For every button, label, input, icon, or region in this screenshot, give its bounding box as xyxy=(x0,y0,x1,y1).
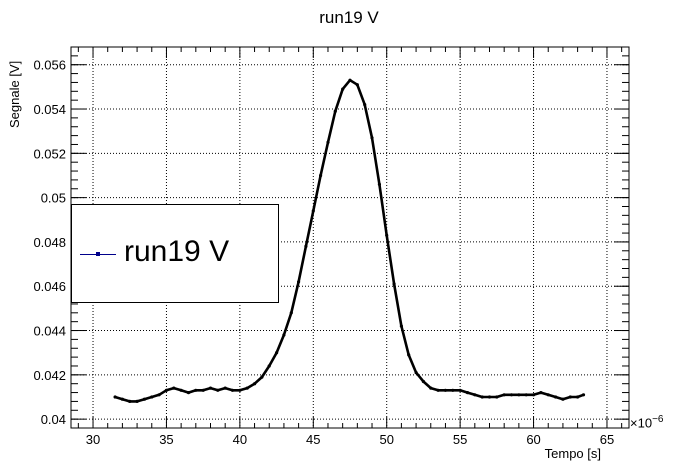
chart-title: run19 V xyxy=(319,8,379,27)
x-multiplier-exponent: −6 xyxy=(652,414,664,425)
x-tick-label: 55 xyxy=(453,432,467,447)
data-point xyxy=(260,375,264,379)
data-point xyxy=(421,379,425,384)
data-point xyxy=(223,386,227,390)
data-point xyxy=(113,395,117,399)
data-point xyxy=(172,386,176,390)
data-point xyxy=(517,393,521,397)
data-point xyxy=(142,397,146,401)
y-tick-label: 0.054 xyxy=(33,102,66,117)
x-tick-label: 45 xyxy=(306,432,320,447)
data-point xyxy=(216,388,220,392)
data-point xyxy=(128,399,132,403)
data-point xyxy=(451,388,455,392)
y-tick-label: 0.044 xyxy=(33,324,66,339)
data-point xyxy=(385,233,389,237)
data-point xyxy=(230,388,235,392)
data-point xyxy=(524,393,528,397)
series-layer xyxy=(113,78,586,403)
y-tick-label: 0.042 xyxy=(33,368,66,383)
data-point xyxy=(546,393,550,397)
data-point xyxy=(186,391,191,395)
data-point xyxy=(392,282,396,286)
data-point xyxy=(311,209,315,213)
data-point xyxy=(473,393,477,397)
y-axis-label: Segnale [V] xyxy=(7,60,22,128)
y-tick-label: 0.048 xyxy=(33,235,66,250)
x-tick-label: 65 xyxy=(600,432,614,447)
data-point xyxy=(194,388,198,392)
y-tick-label: 0.05 xyxy=(41,191,66,206)
data-point xyxy=(458,388,462,392)
x-tick-label: 50 xyxy=(379,432,393,447)
data-point xyxy=(377,182,381,186)
data-point xyxy=(495,395,499,399)
data-point xyxy=(201,388,205,392)
data-point xyxy=(297,280,301,284)
data-point xyxy=(414,371,418,375)
grid-layer xyxy=(71,47,629,428)
legend: run19 V xyxy=(71,204,279,303)
data-point xyxy=(539,391,543,395)
data-point xyxy=(429,386,433,390)
data-point xyxy=(275,351,279,355)
data-point xyxy=(319,173,323,178)
data-point xyxy=(164,388,168,392)
data-point xyxy=(341,87,345,91)
data-point xyxy=(443,388,447,392)
y-tick-label: 0.056 xyxy=(33,58,66,73)
x-axis-multiplier: ×10−6 xyxy=(630,414,663,430)
data-point xyxy=(267,364,271,368)
data-point xyxy=(363,103,367,107)
x-tick-label: 60 xyxy=(526,432,540,447)
x-tick-label: 40 xyxy=(233,432,247,447)
data-point xyxy=(282,333,286,337)
legend-point-marker xyxy=(96,252,100,256)
data-point xyxy=(554,395,558,399)
data-point xyxy=(436,388,440,392)
data-point xyxy=(157,393,161,397)
data-point xyxy=(502,393,506,397)
x-tick-label: 35 xyxy=(159,432,173,447)
data-point xyxy=(120,397,124,401)
legend-entry-label: run19 V xyxy=(124,235,230,268)
y-tick-label: 0.052 xyxy=(33,146,66,161)
data-point xyxy=(532,393,536,397)
data-point xyxy=(355,83,359,87)
data-point xyxy=(208,386,213,390)
data-point xyxy=(465,391,470,395)
data-point xyxy=(407,353,411,357)
data-point xyxy=(304,244,308,248)
x-tick-label: 30 xyxy=(86,432,100,447)
data-point xyxy=(568,395,572,399)
data-point xyxy=(245,386,249,390)
data-point xyxy=(135,399,139,403)
y-tick-label: 0.046 xyxy=(33,279,66,294)
data-point xyxy=(150,395,154,399)
data-point xyxy=(333,109,337,113)
y-tick-label: 0.04 xyxy=(41,412,66,427)
data-point xyxy=(253,382,257,386)
data-point xyxy=(238,388,242,392)
data-point xyxy=(581,393,586,397)
data-point xyxy=(561,397,565,401)
data-point xyxy=(399,324,403,328)
data-point xyxy=(179,388,183,392)
data-point xyxy=(348,78,352,82)
data-point xyxy=(370,136,374,140)
x-axis-label: Tempo [s] xyxy=(544,446,601,461)
data-point xyxy=(576,395,580,399)
tick-label-layer: 30 35 40 45 50 55 60 65 0.04 0.042 0.044 0.046 0.048… xyxy=(33,58,614,447)
data-point xyxy=(487,395,492,399)
x-multiplier-base: ×10 xyxy=(630,415,653,431)
data-point xyxy=(326,140,330,144)
data-point xyxy=(509,393,514,397)
data-point xyxy=(289,311,293,315)
data-point xyxy=(480,395,484,399)
